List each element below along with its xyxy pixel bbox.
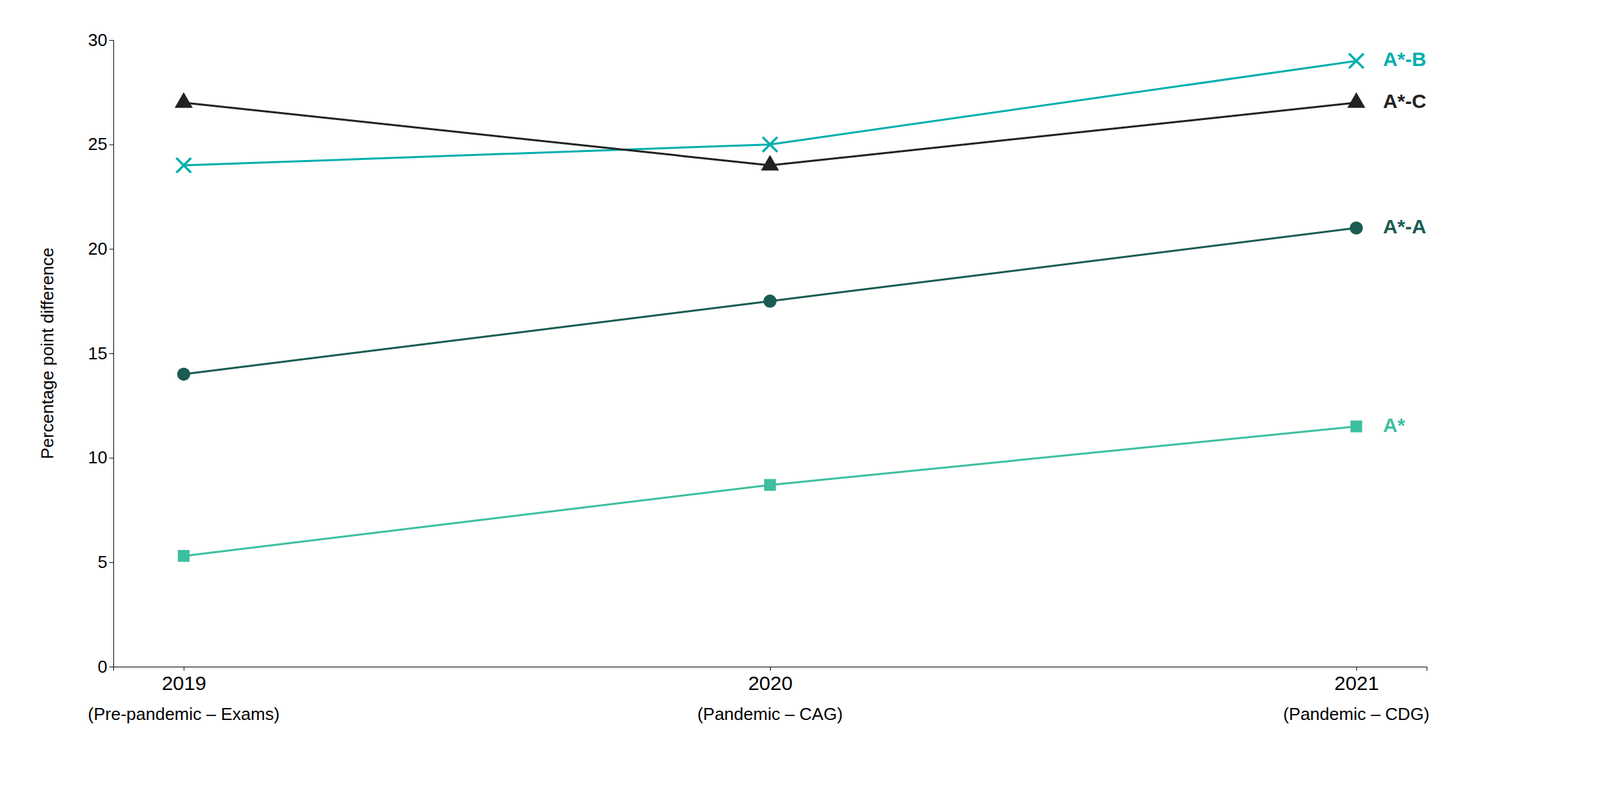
x-tick-label: 2019 [162,672,207,694]
x-axis-line [114,667,1428,672]
y-tick-mark [109,562,114,563]
legend-label: A*-A [1382,215,1426,238]
series-marker [764,479,776,490]
y-tick-mark [109,40,114,41]
series-line [184,60,1357,166]
series-marker [1348,53,1364,68]
series-marker [1350,222,1362,234]
series-line [184,228,1357,374]
x-sublabel: (Pandemic – CAG) [697,704,843,724]
x-tick-label: 2020 [748,672,793,694]
legend-label: A*-C [1382,90,1426,112]
legend-label: A* [1382,414,1406,436]
y-tick-mark [109,458,114,459]
x-sublabel: (Pandemic – CDG) [1283,704,1430,724]
series-marks [175,53,1364,562]
y-tick: 20 [88,238,114,259]
x-tick-mark [770,666,771,671]
x-tick: 2019 [162,666,207,694]
series [177,222,1362,381]
x-sublabels: (Pre-pandemic – Exams) (Pandemic – CAG) (P… [88,704,1430,724]
series-marker [1350,421,1362,432]
x-tick: 2020 [748,666,793,694]
series-marker [176,158,191,173]
x-tick: 2021 [1334,666,1380,694]
series-marker [762,156,779,170]
y-tick-mark [109,144,114,146]
plot: 0 5 10 15 20 25 30 2019 2020 2021 (Pre-pandemic – … [37,30,1430,725]
y-tick: 25 [88,134,114,154]
y-tick: 5 [98,552,114,572]
y-tick: 30 [88,30,114,50]
chart: 0 5 10 15 20 25 30 2019 2020 2021 (Pre-pandemic – … [0,0,1600,800]
legend: A*-B A*-C A*-A A* [1382,48,1426,436]
y-tick-label: 25 [88,134,108,154]
y-tick-label: 20 [88,238,108,259]
x-axis: 2019 2020 2021 [114,666,1428,694]
y-tick-label: 30 [88,30,108,50]
series-marker [1348,93,1365,108]
series-marker [178,550,189,562]
y-axis-line [109,40,114,668]
y-tick-mark [109,248,114,250]
series [175,93,1364,170]
x-tick-label: 2021 [1334,672,1380,694]
legend-label: A*-B [1382,48,1426,70]
y-tick-label: 10 [88,447,108,468]
y-tick-label: 0 [98,656,108,677]
y-tick: 0 [98,656,114,677]
series [178,421,1362,562]
y-tick: 15 [88,343,114,364]
series [176,53,1364,173]
y-tick-mark [109,666,114,668]
x-tick-mark [184,666,185,671]
series-marker [764,295,776,308]
y-tick-mark [109,353,114,354]
y-tick: 10 [88,447,114,468]
y-tick-label: 5 [98,552,108,572]
series-marker [177,368,190,380]
series-marker [175,93,192,108]
series-marker [762,137,778,152]
y-tick-label: 15 [88,343,108,364]
y-axis: 0 5 10 15 20 25 30 [88,30,114,677]
x-tick-mark [1356,666,1357,671]
series-line [184,426,1357,556]
x-sublabel: (Pre-pandemic – Exams) [88,704,280,724]
y-axis-title: Percentage point difference [37,247,58,460]
